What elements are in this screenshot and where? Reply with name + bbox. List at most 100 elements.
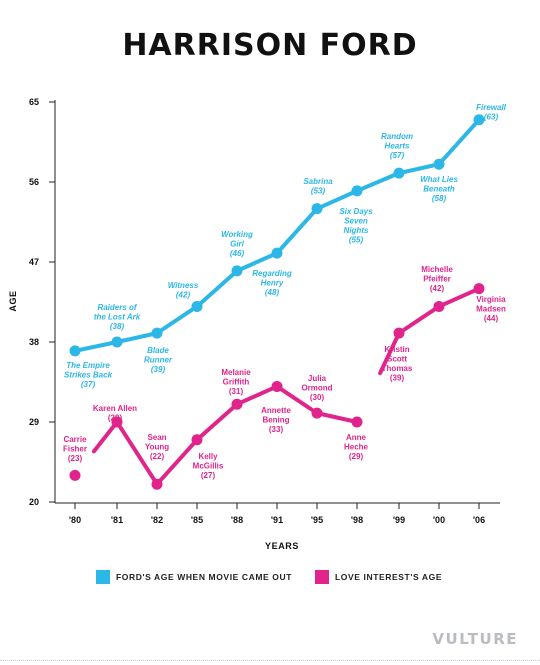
label-line: (44) bbox=[484, 314, 499, 323]
label-line: Young bbox=[145, 443, 169, 452]
y-tick-label: 20 bbox=[29, 497, 39, 507]
label-line: Melanie bbox=[221, 368, 251, 377]
label-line: McGillis bbox=[193, 462, 224, 471]
love-interest-age-point bbox=[393, 327, 405, 339]
label-line: (46) bbox=[230, 249, 245, 258]
label-line: (48) bbox=[265, 288, 280, 297]
love-interest-label: Michelle Pfeiffer (42) bbox=[421, 265, 453, 293]
ford-age-point bbox=[151, 327, 163, 339]
label-line: (38) bbox=[110, 322, 125, 331]
ford-movie-label: Blade Runner (39) bbox=[144, 346, 173, 374]
x-tick-label: '80 bbox=[69, 515, 81, 525]
label-line: What Lies bbox=[420, 175, 458, 184]
label-line: Julia bbox=[308, 374, 327, 383]
ford-movie-label: The Empire Strikes Back (37) bbox=[64, 361, 113, 389]
label-line: (37) bbox=[81, 380, 96, 389]
label-line: (57) bbox=[390, 151, 405, 160]
label-line: Nights bbox=[344, 226, 369, 235]
label-line: Anne bbox=[346, 433, 367, 442]
label-line: Ormond bbox=[301, 384, 332, 393]
label-line: Fisher bbox=[63, 445, 87, 454]
ford-age-point bbox=[271, 247, 283, 259]
label-line: (29) bbox=[108, 414, 123, 423]
love-interest-label: Julia Ormond (30) bbox=[301, 374, 332, 402]
ford-movie-label: What Lies Beneath (58) bbox=[420, 175, 458, 203]
x-tick-label: '88 bbox=[231, 515, 243, 525]
legend-label-ford: FORD'S AGE WHEN MOVIE CAME OUT bbox=[116, 572, 293, 582]
x-tick-label: '95 bbox=[311, 515, 323, 525]
love-interest-age-point bbox=[473, 283, 485, 295]
love-interest-label: Kristin Scott Thomas (39) bbox=[382, 345, 413, 383]
love-interest-label: Karen Allen (29) bbox=[93, 404, 137, 423]
love-interest-age-line bbox=[235, 384, 279, 407]
x-tick-label: '98 bbox=[351, 515, 363, 525]
love-interest-age-point bbox=[351, 416, 363, 428]
love-interest-age-line bbox=[397, 304, 441, 336]
label-line: (42) bbox=[430, 284, 445, 293]
x-tick-label: '99 bbox=[393, 515, 405, 525]
label-line: (39) bbox=[151, 365, 166, 374]
x-tick-label: '81 bbox=[111, 515, 123, 525]
love-interest-age-line bbox=[315, 411, 359, 424]
label-line: (31) bbox=[229, 387, 244, 396]
label-line: Raiders of bbox=[97, 303, 137, 312]
love-interest-label: Melanie Griffith (31) bbox=[221, 368, 251, 396]
love-interest-age-point bbox=[191, 434, 203, 446]
label-line: Carrie bbox=[63, 435, 87, 444]
label-line: Henry bbox=[261, 279, 284, 288]
label-line: (58) bbox=[432, 194, 447, 203]
love-interest-label: Annette Bening (33) bbox=[261, 406, 291, 434]
love-interest-age-point bbox=[433, 300, 445, 312]
vulture-logo: VULTURE bbox=[432, 630, 518, 648]
love-interest-label: Kelly McGillis (27) bbox=[193, 452, 224, 480]
ford-age-point bbox=[393, 167, 405, 179]
label-line: Witness bbox=[168, 281, 199, 290]
bottom-divider bbox=[0, 660, 540, 665]
label-line: Bening bbox=[262, 416, 289, 425]
ford-movie-label: Firewall (63) bbox=[476, 103, 507, 122]
love-interest-age-line bbox=[378, 331, 401, 376]
x-tick-label: '82 bbox=[151, 515, 163, 525]
label-line: Sean bbox=[147, 433, 166, 442]
love-interest-label: Virginia Madsen (44) bbox=[476, 295, 506, 323]
ford-age-point bbox=[433, 158, 445, 170]
label-line: (30) bbox=[310, 393, 325, 402]
x-tick-label: '00 bbox=[433, 515, 445, 525]
ford-movie-label: Raiders of the Lost Ark (38) bbox=[94, 303, 141, 331]
love-interest-age-point bbox=[111, 416, 123, 428]
y-tick-label: 65 bbox=[29, 97, 39, 107]
y-tick-label: 47 bbox=[29, 257, 39, 267]
label-line: Firewall bbox=[476, 103, 507, 112]
love-interest-age-point bbox=[311, 407, 323, 419]
love-interest-age-line bbox=[115, 420, 159, 487]
chart-title: HARRISON FORD bbox=[122, 28, 418, 63]
ford-age-point bbox=[231, 265, 243, 277]
label-line: Beneath bbox=[423, 185, 455, 194]
label-line: Karen Allen bbox=[93, 404, 137, 413]
label-line: Virginia bbox=[476, 295, 506, 304]
y-axis-title: AGE bbox=[8, 290, 18, 311]
legend-swatch-love-interest bbox=[315, 570, 329, 584]
love-interest-age-point bbox=[231, 398, 243, 410]
x-tick-label: '91 bbox=[271, 515, 283, 525]
label-line: Girl bbox=[230, 240, 245, 249]
label-line: (39) bbox=[390, 374, 405, 383]
love-interest-label: Anne Heche (29) bbox=[344, 433, 369, 461]
love-interest-age-line bbox=[195, 402, 239, 442]
label-line: Pfeiffer bbox=[423, 275, 451, 284]
ford-age-point bbox=[311, 203, 323, 215]
label-line: Annette bbox=[261, 406, 291, 415]
love-interest-age-line bbox=[155, 437, 199, 487]
label-line: (22) bbox=[150, 452, 165, 461]
label-line: (27) bbox=[201, 471, 216, 480]
ford-movie-label: Working Girl (46) bbox=[221, 230, 253, 258]
label-line: (63) bbox=[484, 113, 499, 122]
ford-age-point bbox=[473, 114, 485, 126]
ford-age-point bbox=[111, 336, 123, 348]
legend-swatch-ford bbox=[96, 570, 110, 584]
y-tick-label: 56 bbox=[29, 177, 39, 187]
label-line: Madsen bbox=[476, 305, 506, 314]
love-interest-age-line bbox=[437, 286, 481, 309]
y-tick-label: 38 bbox=[29, 337, 39, 347]
